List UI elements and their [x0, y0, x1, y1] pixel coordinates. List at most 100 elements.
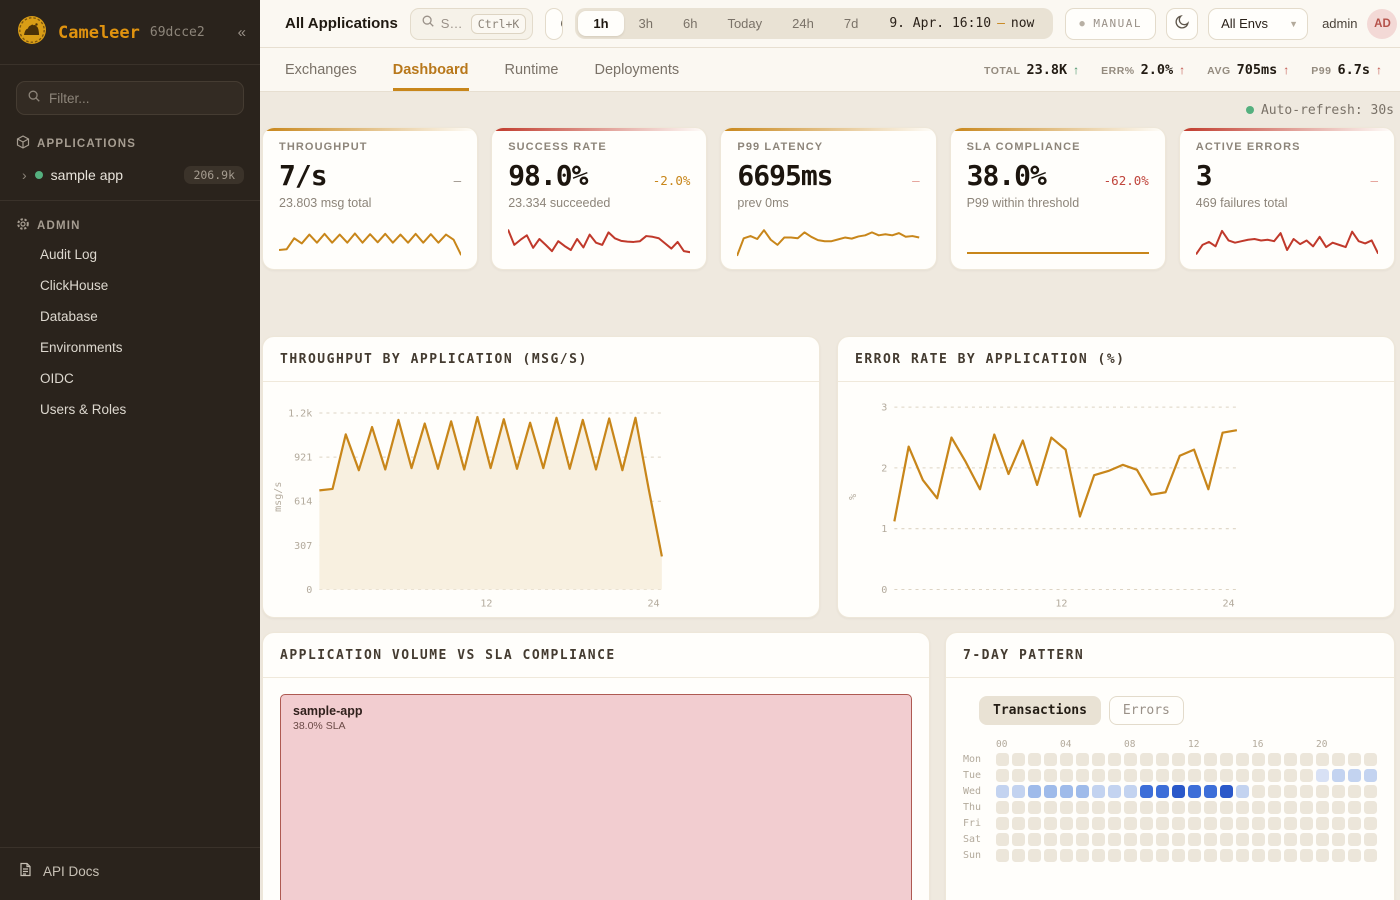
heatmap-cell[interactable]	[1076, 833, 1089, 846]
heatmap-cell[interactable]	[1284, 849, 1297, 862]
time-range-1h[interactable]: 1h	[578, 11, 624, 36]
heatmap-cell[interactable]	[1140, 849, 1153, 862]
heatmap-cell[interactable]	[1092, 785, 1105, 798]
heatmap-cell[interactable]	[1108, 785, 1121, 798]
heatmap-cell[interactable]	[1204, 769, 1217, 782]
heatmap-cell[interactable]	[1236, 833, 1249, 846]
heatmap-cell[interactable]	[1364, 801, 1377, 814]
manual-refresh-button[interactable]: ● MANUAL	[1065, 7, 1157, 40]
heatmap-cell[interactable]	[1332, 849, 1345, 862]
heatmap-cell[interactable]	[1236, 849, 1249, 862]
heatmap-cell[interactable]	[1028, 769, 1041, 782]
heatmap-cell[interactable]	[1156, 753, 1169, 766]
heatmap-cell[interactable]	[1332, 817, 1345, 830]
heatmap-cell[interactable]	[1092, 833, 1105, 846]
heatmap-cell[interactable]	[1316, 833, 1329, 846]
heatmap-cell[interactable]	[1268, 785, 1281, 798]
heatmap-cell[interactable]	[1140, 785, 1153, 798]
heatmap-cell[interactable]	[1172, 801, 1185, 814]
heatmap-cell[interactable]	[1316, 801, 1329, 814]
heatmap-cell[interactable]	[1332, 801, 1345, 814]
heatmap-cell[interactable]	[1300, 785, 1313, 798]
sidebar-collapse-icon[interactable]: «	[237, 24, 246, 41]
heatmap-cell[interactable]	[1060, 817, 1073, 830]
heatmap-cell[interactable]	[1140, 817, 1153, 830]
heatmap-cell[interactable]	[1220, 769, 1233, 782]
heatmap-cell[interactable]	[1252, 753, 1265, 766]
heatmap-cell[interactable]	[1156, 849, 1169, 862]
heatmap-cell[interactable]	[1028, 785, 1041, 798]
heatmap-cell[interactable]	[1220, 753, 1233, 766]
heatmap-cell[interactable]	[1316, 849, 1329, 862]
heatmap-cell[interactable]	[1284, 785, 1297, 798]
heatmap-cell[interactable]	[1332, 785, 1345, 798]
heatmap-cell[interactable]	[1364, 785, 1377, 798]
heatmap-cell[interactable]	[1188, 801, 1201, 814]
heatmap-cell[interactable]	[1364, 769, 1377, 782]
heatmap-cell[interactable]	[1284, 801, 1297, 814]
heatmap-cell[interactable]	[1348, 833, 1361, 846]
heatmap-cell[interactable]	[1268, 753, 1281, 766]
heatmap-cell[interactable]	[1284, 833, 1297, 846]
heatmap-cell[interactable]	[1044, 785, 1057, 798]
heatmap-cell[interactable]	[1156, 785, 1169, 798]
heatmap-cell[interactable]	[1044, 753, 1057, 766]
heatmap-cell[interactable]	[1252, 785, 1265, 798]
heatmap-cell[interactable]	[1028, 753, 1041, 766]
heatmap-cell[interactable]	[1188, 833, 1201, 846]
heatmap-cell[interactable]	[1188, 817, 1201, 830]
heatmap-cell[interactable]	[1172, 849, 1185, 862]
heatmap-toggle-transactions[interactable]: Transactions	[979, 696, 1101, 725]
heatmap-cell[interactable]	[1204, 801, 1217, 814]
heatmap-cell[interactable]	[1092, 753, 1105, 766]
heatmap-cell[interactable]	[996, 849, 1009, 862]
heatmap-cell[interactable]	[1092, 817, 1105, 830]
heatmap-cell[interactable]	[1028, 801, 1041, 814]
heatmap-cell[interactable]	[1204, 849, 1217, 862]
heatmap-cell[interactable]	[1124, 833, 1137, 846]
heatmap-cell[interactable]	[1268, 817, 1281, 830]
heatmap-cell[interactable]	[1060, 849, 1073, 862]
heatmap-cell[interactable]	[1012, 849, 1025, 862]
heatmap-cell[interactable]	[1076, 753, 1089, 766]
heatmap-cell[interactable]	[1124, 801, 1137, 814]
heatmap-cell[interactable]	[1252, 849, 1265, 862]
heatmap-cell[interactable]	[996, 817, 1009, 830]
heatmap-cell[interactable]	[996, 769, 1009, 782]
heatmap-cell[interactable]	[1348, 801, 1361, 814]
heatmap-cell[interactable]	[1188, 849, 1201, 862]
heatmap-cell[interactable]	[1172, 769, 1185, 782]
heatmap-cell[interactable]	[1220, 833, 1233, 846]
heatmap-cell[interactable]	[1348, 849, 1361, 862]
heatmap-cell[interactable]	[1172, 817, 1185, 830]
heatmap-cell[interactable]	[1284, 753, 1297, 766]
heatmap-cell[interactable]	[1188, 753, 1201, 766]
heatmap-cell[interactable]	[1124, 849, 1137, 862]
heatmap-cell[interactable]	[1252, 833, 1265, 846]
heatmap-cell[interactable]	[1060, 785, 1073, 798]
time-range-7d[interactable]: 7d	[843, 16, 859, 31]
heatmap-cell[interactable]	[996, 753, 1009, 766]
sidebar-item-api-docs[interactable]: API Docs	[0, 847, 260, 900]
sidebar-item-database[interactable]: Database	[40, 309, 98, 324]
heatmap-cell[interactable]	[1124, 769, 1137, 782]
tab-exchanges[interactable]: Exchanges	[285, 61, 357, 78]
heatmap-cell[interactable]	[1060, 753, 1073, 766]
heatmap-cell[interactable]	[1076, 785, 1089, 798]
heatmap-cell[interactable]	[1236, 769, 1249, 782]
filter-input[interactable]	[49, 90, 233, 106]
heatmap-cell[interactable]	[996, 785, 1009, 798]
heatmap-cell[interactable]	[1124, 753, 1137, 766]
heatmap-cell[interactable]	[1156, 833, 1169, 846]
sidebar-item-audit-log[interactable]: Audit Log	[40, 247, 98, 262]
heatmap-cell[interactable]	[1268, 833, 1281, 846]
heatmap-cell[interactable]	[1316, 753, 1329, 766]
heatmap-cell[interactable]	[1076, 817, 1089, 830]
tab-runtime[interactable]: Runtime	[504, 61, 559, 78]
heatmap-cell[interactable]	[1268, 849, 1281, 862]
heatmap-cell[interactable]	[1236, 785, 1249, 798]
heatmap-cell[interactable]	[1108, 849, 1121, 862]
status-pill[interactable]: O	[545, 7, 564, 40]
heatmap-cell[interactable]	[1156, 769, 1169, 782]
heatmap-cell[interactable]	[1140, 769, 1153, 782]
